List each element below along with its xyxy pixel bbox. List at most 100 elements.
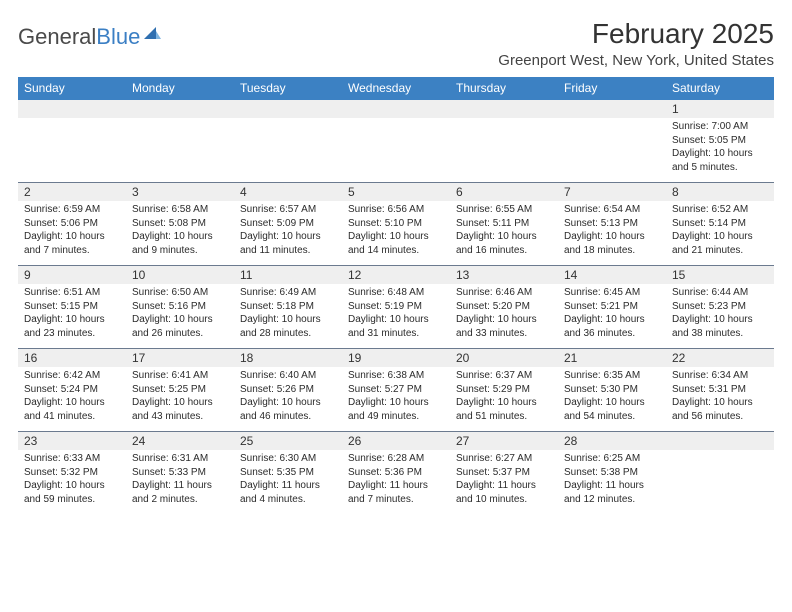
day-number: 11 — [240, 268, 252, 282]
day-number-cell — [342, 100, 450, 119]
day-detail-cell: Sunrise: 6:58 AMSunset: 5:08 PMDaylight:… — [126, 201, 234, 266]
month-title: February 2025 — [498, 18, 774, 50]
sunset-text: Sunset: 5:36 PM — [348, 466, 444, 480]
day-number: 22 — [672, 351, 685, 365]
day-number-cell: 4 — [234, 183, 342, 202]
daylight-text: Daylight: 10 hours and 41 minutes. — [24, 396, 120, 423]
day-number-cell: 6 — [450, 183, 558, 202]
day-number-cell: 2 — [18, 183, 126, 202]
sunset-text: Sunset: 5:15 PM — [24, 300, 120, 314]
day-number-cell: 25 — [234, 432, 342, 451]
sunset-text: Sunset: 5:30 PM — [564, 383, 660, 397]
sunset-text: Sunset: 5:31 PM — [672, 383, 768, 397]
detail-row: Sunrise: 6:42 AMSunset: 5:24 PMDaylight:… — [18, 367, 774, 432]
day-detail-cell: Sunrise: 6:33 AMSunset: 5:32 PMDaylight:… — [18, 450, 126, 514]
day-detail-cell: Sunrise: 6:49 AMSunset: 5:18 PMDaylight:… — [234, 284, 342, 349]
daylight-text: Daylight: 11 hours and 2 minutes. — [132, 479, 228, 506]
weekday-header: Saturday — [666, 77, 774, 100]
day-number: 2 — [24, 185, 31, 199]
day-number: 8 — [672, 185, 679, 199]
daylight-text: Daylight: 10 hours and 38 minutes. — [672, 313, 768, 340]
day-number: 20 — [456, 351, 469, 365]
day-detail-cell: Sunrise: 6:41 AMSunset: 5:25 PMDaylight:… — [126, 367, 234, 432]
day-detail-cell: Sunrise: 6:28 AMSunset: 5:36 PMDaylight:… — [342, 450, 450, 514]
day-detail-cell — [666, 450, 774, 514]
sunset-text: Sunset: 5:26 PM — [240, 383, 336, 397]
weekday-header: Tuesday — [234, 77, 342, 100]
day-number: 13 — [456, 268, 469, 282]
daylight-text: Daylight: 10 hours and 46 minutes. — [240, 396, 336, 423]
day-number: 10 — [132, 268, 145, 282]
sunset-text: Sunset: 5:14 PM — [672, 217, 768, 231]
sunset-text: Sunset: 5:08 PM — [132, 217, 228, 231]
day-number-cell: 8 — [666, 183, 774, 202]
daylight-text: Daylight: 10 hours and 7 minutes. — [24, 230, 120, 257]
weekday-header: Sunday — [18, 77, 126, 100]
sunrise-text: Sunrise: 6:57 AM — [240, 203, 336, 217]
sunset-text: Sunset: 5:35 PM — [240, 466, 336, 480]
day-detail-cell: Sunrise: 6:27 AMSunset: 5:37 PMDaylight:… — [450, 450, 558, 514]
logo-text-general: General — [18, 24, 96, 50]
sunset-text: Sunset: 5:25 PM — [132, 383, 228, 397]
day-number-cell: 26 — [342, 432, 450, 451]
sunrise-text: Sunrise: 6:48 AM — [348, 286, 444, 300]
day-detail-cell: Sunrise: 6:50 AMSunset: 5:16 PMDaylight:… — [126, 284, 234, 349]
day-number: 28 — [564, 434, 577, 448]
calendar-body: 1Sunrise: 7:00 AMSunset: 5:05 PMDaylight… — [18, 100, 774, 515]
day-number: 21 — [564, 351, 577, 365]
day-detail-cell: Sunrise: 6:42 AMSunset: 5:24 PMDaylight:… — [18, 367, 126, 432]
day-detail-cell: Sunrise: 6:38 AMSunset: 5:27 PMDaylight:… — [342, 367, 450, 432]
sunrise-text: Sunrise: 6:42 AM — [24, 369, 120, 383]
sunset-text: Sunset: 5:05 PM — [672, 134, 768, 148]
day-detail-cell: Sunrise: 6:56 AMSunset: 5:10 PMDaylight:… — [342, 201, 450, 266]
sunrise-text: Sunrise: 6:25 AM — [564, 452, 660, 466]
daylight-text: Daylight: 10 hours and 43 minutes. — [132, 396, 228, 423]
logo: GeneralBlue — [18, 18, 162, 50]
weekday-header: Wednesday — [342, 77, 450, 100]
day-detail-cell: Sunrise: 6:55 AMSunset: 5:11 PMDaylight:… — [450, 201, 558, 266]
day-detail-cell — [234, 118, 342, 183]
day-number: 9 — [24, 268, 31, 282]
logo-text-blue: Blue — [96, 24, 140, 50]
sunset-text: Sunset: 5:24 PM — [24, 383, 120, 397]
daylight-text: Daylight: 10 hours and 51 minutes. — [456, 396, 552, 423]
day-number-cell: 11 — [234, 266, 342, 285]
day-number-cell — [234, 100, 342, 119]
daynum-row: 2345678 — [18, 183, 774, 202]
header: GeneralBlue February 2025 Greenport West… — [18, 18, 774, 69]
sunrise-text: Sunrise: 6:35 AM — [564, 369, 660, 383]
day-number-cell: 7 — [558, 183, 666, 202]
detail-row: Sunrise: 6:33 AMSunset: 5:32 PMDaylight:… — [18, 450, 774, 514]
sunrise-text: Sunrise: 6:28 AM — [348, 452, 444, 466]
daylight-text: Daylight: 10 hours and 26 minutes. — [132, 313, 228, 340]
day-detail-cell — [450, 118, 558, 183]
day-number-cell: 22 — [666, 349, 774, 368]
day-number-cell: 14 — [558, 266, 666, 285]
sunrise-text: Sunrise: 6:59 AM — [24, 203, 120, 217]
sunrise-text: Sunrise: 6:52 AM — [672, 203, 768, 217]
day-detail-cell: Sunrise: 6:30 AMSunset: 5:35 PMDaylight:… — [234, 450, 342, 514]
day-detail-cell — [558, 118, 666, 183]
day-number-cell: 19 — [342, 349, 450, 368]
day-detail-cell: Sunrise: 6:44 AMSunset: 5:23 PMDaylight:… — [666, 284, 774, 349]
sunset-text: Sunset: 5:27 PM — [348, 383, 444, 397]
day-detail-cell — [342, 118, 450, 183]
daylight-text: Daylight: 10 hours and 54 minutes. — [564, 396, 660, 423]
day-number-cell: 21 — [558, 349, 666, 368]
sunset-text: Sunset: 5:20 PM — [456, 300, 552, 314]
day-number-cell — [126, 100, 234, 119]
day-number-cell — [666, 432, 774, 451]
day-detail-cell: Sunrise: 6:51 AMSunset: 5:15 PMDaylight:… — [18, 284, 126, 349]
sunset-text: Sunset: 5:29 PM — [456, 383, 552, 397]
daylight-text: Daylight: 10 hours and 23 minutes. — [24, 313, 120, 340]
sunset-text: Sunset: 5:19 PM — [348, 300, 444, 314]
day-number-cell: 23 — [18, 432, 126, 451]
daylight-text: Daylight: 11 hours and 7 minutes. — [348, 479, 444, 506]
day-detail-cell: Sunrise: 6:52 AMSunset: 5:14 PMDaylight:… — [666, 201, 774, 266]
day-number: 7 — [564, 185, 571, 199]
daylight-text: Daylight: 10 hours and 11 minutes. — [240, 230, 336, 257]
daylight-text: Daylight: 11 hours and 12 minutes. — [564, 479, 660, 506]
sunrise-text: Sunrise: 6:45 AM — [564, 286, 660, 300]
daylight-text: Daylight: 10 hours and 36 minutes. — [564, 313, 660, 340]
sunset-text: Sunset: 5:10 PM — [348, 217, 444, 231]
